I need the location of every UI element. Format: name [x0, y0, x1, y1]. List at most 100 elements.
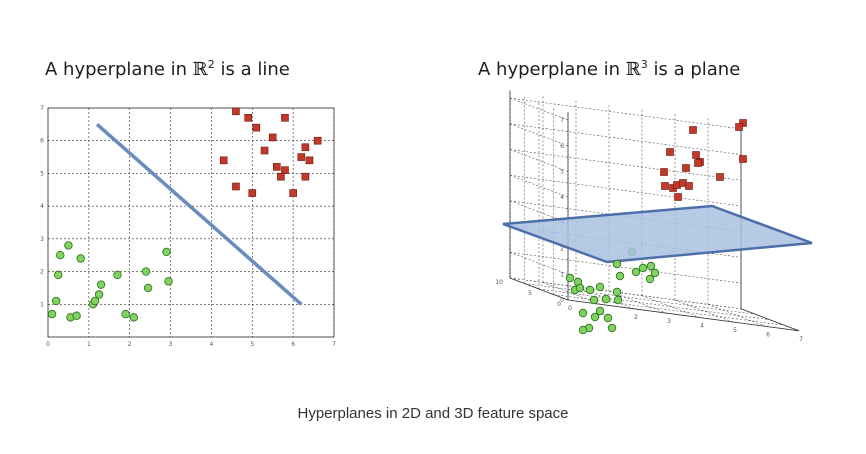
class-b-point [272, 163, 281, 171]
class-a-point [650, 268, 660, 278]
back-wall-grid-horizontal [509, 149, 742, 181]
x-tick-label: 6 [291, 341, 295, 348]
frame-edge [740, 308, 800, 332]
chart-3d-ticks: 01234567051001234567 [495, 117, 803, 343]
class-b-point [692, 151, 700, 159]
class-a-point [565, 273, 575, 283]
hyperplane-line [95, 123, 303, 306]
chart-2d-ticks: 0 1 2 3 4 5 6 7 1 2 3 4 5 6 7 [40, 105, 336, 348]
y-tick-label: 1 [40, 301, 44, 308]
class-a-point [613, 295, 623, 305]
class-b-point [674, 193, 682, 201]
class-b-point [268, 133, 277, 142]
class-b-point [244, 114, 252, 122]
class-a-point [578, 325, 588, 335]
class-a-point [54, 270, 63, 280]
right-title-set: ℝ [625, 59, 641, 80]
class-b-point [277, 172, 285, 181]
class-b-point [682, 164, 690, 172]
class-b-point [232, 182, 240, 191]
class-a-point [638, 263, 648, 273]
y-tick-label: 6 [40, 138, 44, 145]
class-b-point [260, 146, 269, 155]
y-tick-label: 10 [495, 279, 503, 286]
class-a-point [603, 313, 613, 323]
class-a-point [575, 283, 585, 293]
class-b-point [305, 156, 314, 165]
class-a-point [141, 267, 151, 276]
chart-2d-points [47, 107, 322, 322]
class-a-point [72, 311, 81, 320]
class-a-point [601, 294, 611, 304]
class-a-point [64, 241, 73, 250]
chart-3d-grid [509, 90, 800, 332]
frame-edge [567, 299, 800, 332]
class-a-point [143, 283, 153, 293]
class-a-point [96, 280, 106, 289]
class-b-point [232, 107, 240, 116]
class-a-point [590, 312, 600, 322]
class-b-point [289, 189, 297, 197]
class-a-point [76, 254, 85, 263]
class-a-point [589, 295, 599, 305]
class-a-point [129, 313, 138, 322]
frame-edge [509, 277, 569, 301]
class-a-point [90, 296, 100, 306]
class-a-point [646, 261, 656, 271]
chart-3d-hyperplane-group [502, 204, 813, 264]
class-a-point [56, 251, 65, 260]
x-tick-label: 3 [169, 341, 173, 348]
back-wall-grid-horizontal [509, 97, 742, 130]
chart-2d-grid [47, 107, 335, 338]
class-a-point [615, 271, 625, 281]
plot-frame [47, 107, 335, 338]
class-a-point [585, 285, 595, 295]
class-b-point [301, 143, 310, 152]
class-a-point [631, 267, 641, 277]
x-tick-label: 7 [799, 336, 803, 343]
class-b-point [660, 168, 668, 176]
class-b-point [689, 126, 697, 134]
class-a-point [645, 274, 655, 284]
class-a-point [121, 309, 130, 319]
floor-grid-y [553, 294, 785, 326]
left-title-set: ℝ [192, 59, 208, 80]
right-title-text: A hyperplane in [478, 59, 626, 80]
left-title-text: A hyperplane in [45, 59, 193, 80]
x-tick-label: 4 [210, 341, 214, 348]
y-tick-label: 2 [40, 269, 44, 276]
class-a-point [612, 259, 622, 269]
class-a-point [51, 296, 61, 306]
x-tick-label: 5 [733, 327, 737, 334]
x-tick-label: 0 [568, 305, 572, 312]
z-tick-label: 7 [560, 117, 564, 124]
back-wall-grid-horizontal [509, 252, 742, 284]
z-tick-label: 5 [560, 169, 564, 176]
z-tick-label: 0 [560, 297, 564, 304]
back-wall-grid-horizontal [509, 174, 742, 207]
chart-2d-hyperplane-group [95, 123, 303, 306]
x-tick-label: 2 [634, 314, 638, 321]
left-title-suffix: is a line [214, 59, 290, 80]
z-tick-label: 4 [560, 194, 564, 201]
floor-grid-x [674, 299, 734, 323]
class-b-point [685, 182, 693, 190]
class-b-point [739, 119, 747, 127]
y-tick-label: 3 [40, 236, 44, 243]
class-b-point [281, 166, 289, 174]
class-a-point [595, 306, 605, 316]
x-tick-label: 3 [667, 318, 671, 325]
floor-grid-y [509, 277, 742, 310]
class-b-point [716, 173, 724, 181]
class-b-point [739, 155, 747, 163]
class-b-point [252, 123, 261, 132]
class-a-point [164, 277, 173, 286]
class-b-point [248, 189, 257, 197]
z-tick-label: 2 [560, 246, 564, 253]
y-tick-label: 5 [528, 290, 532, 297]
class-a-point [47, 309, 57, 319]
class-a-point [607, 323, 617, 333]
class-a-point [113, 270, 122, 280]
